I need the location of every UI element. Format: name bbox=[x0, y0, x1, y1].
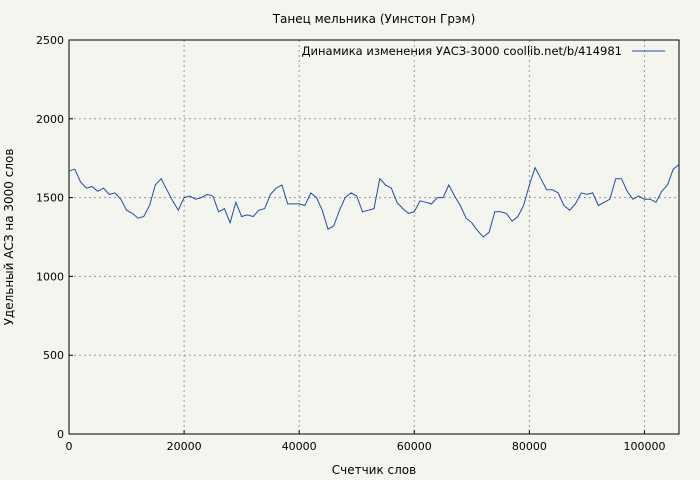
legend-label: Динамика изменения УАСЗ-3000 coollib.net… bbox=[302, 44, 622, 58]
y-axis-label: Удельный АСЗ на 3000 слов bbox=[2, 149, 16, 326]
y-tick-label: 2000 bbox=[36, 113, 64, 126]
series-line bbox=[68, 164, 680, 238]
y-tick-label: 2500 bbox=[36, 34, 64, 47]
x-tick-label: 0 bbox=[66, 440, 73, 453]
y-tick-label: 500 bbox=[43, 349, 64, 362]
x-axis-label: Счетчик слов bbox=[332, 463, 416, 477]
series-layer bbox=[68, 164, 680, 238]
grid-lines bbox=[69, 40, 679, 434]
x-tick-label: 40000 bbox=[282, 440, 317, 453]
x-tick-label: 20000 bbox=[167, 440, 202, 453]
chart-title: Танец мельника (Уинстон Грэм) bbox=[272, 12, 476, 26]
x-tick-label: 80000 bbox=[512, 440, 547, 453]
axis-ticks: 0 20000 40000 60000 80000 100000 0 500 1000 1500 2… bbox=[36, 34, 665, 453]
x-tick-label: 100000 bbox=[623, 440, 665, 453]
legend: Динамика изменения УАСЗ-3000 coollib.net… bbox=[302, 44, 665, 58]
y-tick-label: 1000 bbox=[36, 270, 64, 283]
plot-frame bbox=[68, 39, 680, 435]
y-tick-label: 0 bbox=[57, 428, 64, 441]
x-tick-label: 60000 bbox=[397, 440, 432, 453]
y-tick-label: 1500 bbox=[36, 192, 64, 205]
